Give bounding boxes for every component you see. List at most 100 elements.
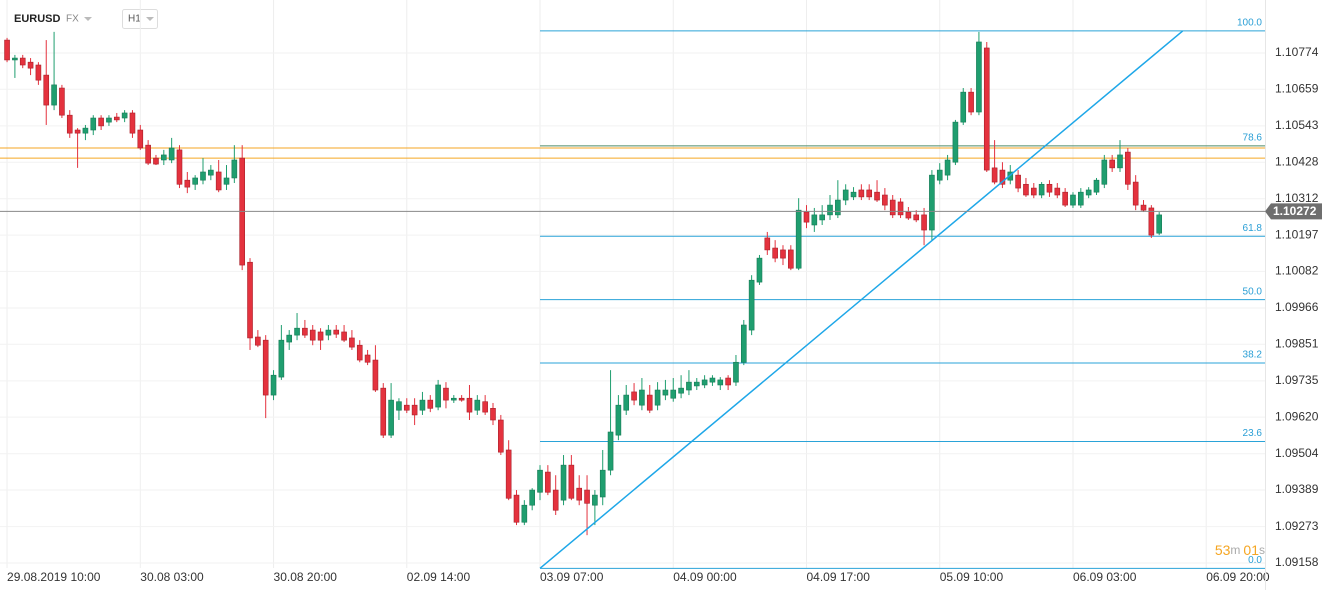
candle-body: [294, 327, 300, 336]
candle-body: [302, 327, 308, 336]
candle-body: [991, 167, 998, 183]
candle-body: [701, 379, 708, 386]
candle-body: [607, 431, 614, 471]
candle-body: [764, 237, 771, 251]
candle-body: [905, 211, 912, 219]
market[interactable]: FX: [66, 14, 79, 25]
candle-body: [59, 87, 65, 116]
candle-body: [106, 117, 112, 123]
candle-body: [1148, 207, 1155, 236]
y-tick-label: 1.10659: [1275, 81, 1319, 95]
candle-body: [952, 121, 959, 163]
candle-body: [788, 249, 794, 269]
candle-body: [129, 112, 136, 134]
candle-body: [811, 214, 818, 226]
last-price-label: 1.10272: [1273, 204, 1317, 218]
candle-body: [858, 189, 865, 198]
candle-body: [545, 471, 551, 493]
countdown: 53m 01s: [1215, 542, 1265, 558]
candle-body: [1054, 187, 1061, 196]
candle-body: [733, 361, 739, 383]
interval[interactable]: H1: [128, 14, 141, 25]
candle-body: [1046, 183, 1053, 193]
candle-body: [309, 329, 316, 341]
candle-body: [1023, 183, 1029, 196]
candle-body: [780, 249, 786, 259]
y-tick-label: 1.09504: [1275, 446, 1319, 460]
candle-body: [1093, 179, 1100, 193]
candle-body: [223, 177, 230, 185]
x-tick-label: 30.08 20:00: [274, 570, 338, 584]
candle-body: [231, 159, 238, 179]
candle-body: [1101, 159, 1108, 185]
candle-body: [1085, 189, 1092, 196]
candle-body: [443, 387, 449, 401]
candle-body: [897, 201, 904, 216]
candle-body: [380, 387, 387, 436]
candle-body: [1038, 183, 1045, 196]
candle-body: [19, 57, 26, 66]
candle-body: [356, 344, 363, 361]
candle-body: [929, 174, 935, 231]
x-tick-label: 03.09 07:00: [540, 570, 604, 584]
candle-body: [936, 169, 943, 181]
candle-body: [835, 199, 841, 216]
candle-body: [419, 399, 426, 411]
candle-body: [490, 408, 496, 421]
candle-body: [882, 194, 888, 206]
candle-body: [850, 191, 857, 198]
dropdown-arrow[interactable]: [84, 17, 92, 21]
candle-body: [968, 91, 974, 113]
dropdown-arrow[interactable]: [146, 17, 154, 21]
candle-body: [35, 64, 42, 81]
candle-body: [1125, 151, 1131, 185]
candle-body: [717, 379, 724, 386]
x-tick-label: 29.08.2019 10:00: [7, 570, 101, 584]
candle-body: [1070, 194, 1076, 206]
candle-body: [639, 389, 645, 406]
candle-body: [51, 84, 57, 106]
candle-body: [874, 191, 880, 201]
x-tick-label: 30.08 03:00: [140, 570, 204, 584]
y-tick-label: 1.09273: [1275, 519, 1319, 533]
candle-body: [529, 489, 535, 506]
candle-body: [396, 401, 402, 411]
candle-body: [670, 389, 677, 399]
candle-body: [756, 257, 763, 283]
candle-body: [4, 39, 10, 61]
fib-level-label: 50.0: [1243, 286, 1263, 297]
fib-level-label: 100.0: [1237, 18, 1262, 29]
candle-body: [576, 487, 583, 501]
candle-body: [827, 204, 833, 216]
candle-body: [482, 401, 488, 413]
symbol[interactable]: EURUSD: [14, 13, 61, 25]
candle-body: [364, 354, 371, 363]
candle-body: [615, 404, 622, 436]
candle-body: [427, 399, 434, 409]
candle-body: [568, 464, 575, 499]
candle-body: [748, 279, 755, 331]
candle-body: [12, 57, 18, 61]
y-tick-label: 1.09735: [1275, 373, 1319, 387]
candle-body: [693, 381, 700, 387]
candle-body: [192, 177, 198, 185]
candle-body: [537, 469, 543, 493]
candle-body: [889, 199, 896, 216]
candle-body: [1109, 159, 1115, 169]
candle-body: [1140, 204, 1147, 211]
candle-body: [113, 116, 120, 121]
y-tick-label: 1.10197: [1275, 227, 1319, 241]
countdown-minutes: 53: [1215, 542, 1231, 558]
candle-body: [317, 331, 324, 341]
candle-body: [137, 129, 144, 149]
candle-body: [1030, 187, 1037, 196]
candle-body: [82, 127, 89, 134]
candle-body: [983, 47, 990, 171]
fib-level-label: 78.6: [1243, 133, 1263, 144]
candle-body: [184, 179, 191, 188]
candle-body: [740, 324, 747, 363]
candle-body: [498, 419, 504, 453]
candle-body: [678, 387, 684, 394]
